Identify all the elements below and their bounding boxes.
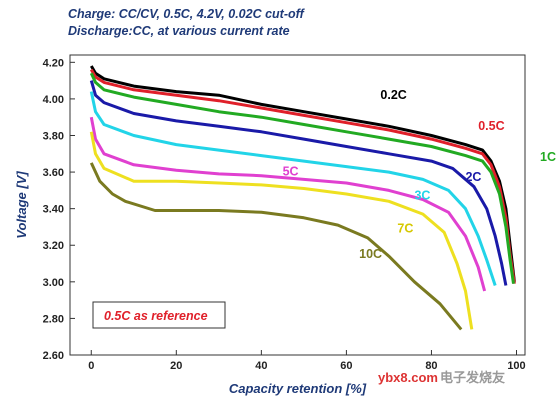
series-label-0_5C: 0.5C — [478, 119, 504, 133]
x-tick-label: 60 — [340, 360, 352, 372]
series-label-10C: 10C — [359, 247, 382, 261]
watermark-logo: 电子发烧友 — [439, 370, 505, 385]
reference-annotation: 0.5C as reference — [92, 301, 226, 329]
series-layer — [89, 65, 516, 331]
series-label-3C: 3C — [414, 189, 430, 203]
chart-header: Charge: CC/CV, 0.5C, 4.2V, 0.02C cut-off… — [68, 6, 304, 40]
x-tick-label: 40 — [255, 360, 267, 372]
y-tick-label: 3.60 — [43, 167, 64, 179]
series-line-2C — [89, 80, 508, 286]
discharge-condition-text: Discharge:CC, at various current rate — [68, 24, 290, 38]
y-axis-title: Voltage [V] — [14, 171, 29, 239]
series-label-5C: 5C — [283, 165, 299, 179]
tick-layer: 0 20 40 60 80 100 2.60 2.80 3.00 3.20 3.40 3.60 3.80… — [43, 57, 526, 372]
x-tick-label: 20 — [170, 360, 182, 372]
x-tick-label: 0 — [88, 360, 94, 372]
series-line-7C — [89, 131, 474, 330]
y-tick-label: 4.20 — [43, 57, 64, 69]
series-line-3C — [89, 91, 497, 286]
x-tick-label: 80 — [425, 360, 437, 372]
y-tick-label: 2.60 — [43, 350, 64, 362]
y-tick-label: 4.00 — [43, 94, 64, 106]
series-line-0_5C — [89, 68, 516, 284]
y-tick-label: 3.80 — [43, 130, 64, 142]
series-label-layer: 0.2C 0.5C 1C 2C 3C 5C 7C 10C — [283, 88, 556, 261]
y-tick-label: 2.80 — [43, 313, 64, 325]
plot-area — [69, 54, 526, 356]
y-tick-label: 3.00 — [43, 277, 64, 289]
x-tick-label: 100 — [507, 360, 525, 372]
series-label-2C: 2C — [465, 170, 481, 184]
watermark: ybx8.com 电子发烧友 — [378, 367, 505, 386]
series-line-5C — [89, 116, 487, 292]
y-tick-label: 3.20 — [43, 240, 64, 252]
series-line-10C — [89, 162, 463, 331]
charge-condition-text: Charge: CC/CV, 0.5C, 4.2V, 0.02C cut-off — [68, 7, 304, 21]
reference-box — [92, 301, 226, 329]
series-line-1C — [89, 72, 515, 284]
series-label-1C: 1C — [540, 150, 556, 164]
watermark-site: ybx8.com — [378, 370, 438, 385]
reference-text: 0.5C as reference — [104, 309, 208, 323]
series-label-7C: 7C — [397, 221, 413, 235]
y-tick-label: 3.40 — [43, 204, 64, 216]
x-axis-title: Capacity retention [%] — [229, 381, 367, 396]
series-label-0_2C: 0.2C — [380, 88, 406, 102]
